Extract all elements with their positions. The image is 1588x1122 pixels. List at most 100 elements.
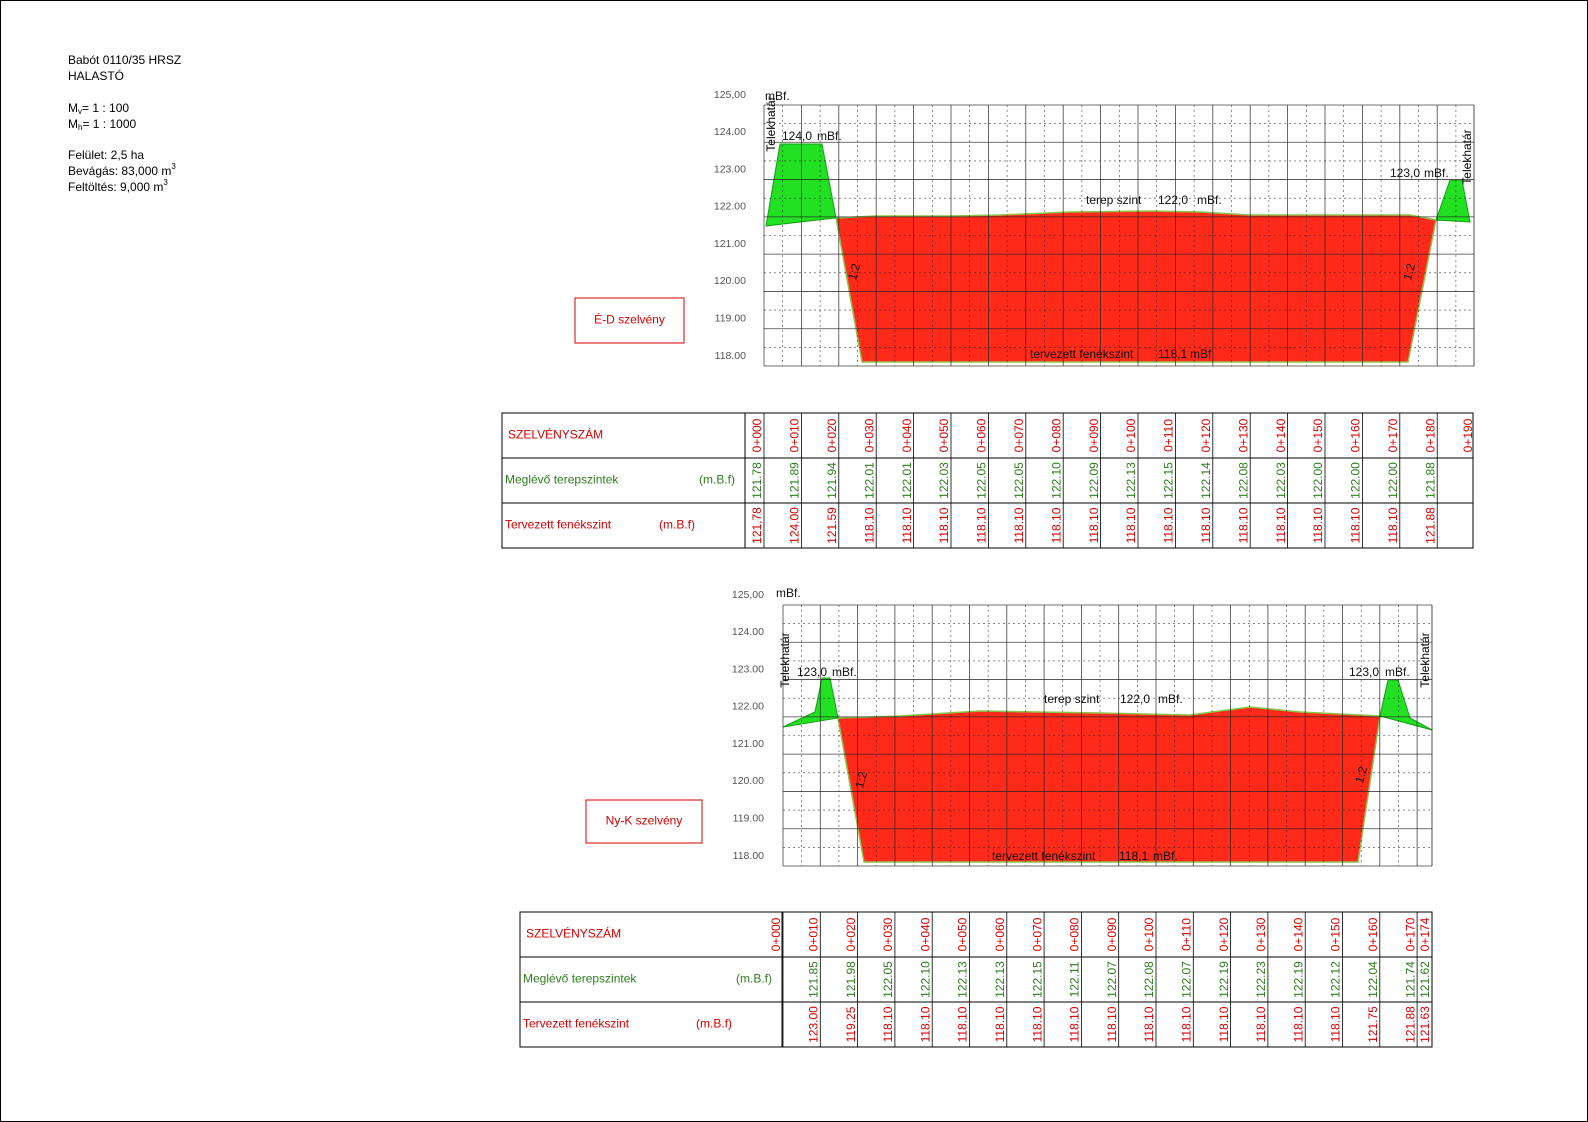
elevation-label: 123.00	[714, 163, 746, 175]
right-crest-level: 123,0	[1390, 166, 1420, 180]
row-unit: (m.B.f)	[659, 518, 695, 532]
table-cell: 122.14	[1199, 462, 1213, 499]
elevation-label: 118.00	[733, 850, 764, 862]
table-cell: 118.10	[993, 1006, 1007, 1042]
table-cell: 0+130	[1236, 418, 1250, 452]
table-cell: 0+010	[806, 917, 820, 951]
table-cell: 0+000	[769, 917, 783, 951]
vertical-scale: Mv= 1 : 100	[68, 101, 129, 116]
table-cell: 118.10	[1349, 507, 1363, 543]
cut-volume: Bevágás: 83,000 m3	[68, 162, 176, 178]
section-title-box	[574, 297, 685, 344]
elevation-unit: mBf.	[776, 586, 801, 600]
elevation-label: 123.00	[732, 663, 764, 675]
elevation-unit: mBf.	[765, 89, 790, 103]
table-cell: 0+130	[1254, 917, 1268, 951]
slope-label: 1:2	[1400, 262, 1418, 282]
table-cell: 0+174	[1418, 917, 1432, 951]
table-cell: 118.10	[1162, 507, 1176, 543]
table-cell: 118.10	[1179, 1006, 1193, 1042]
table-cell: 119.25	[844, 1006, 858, 1042]
table-cell: 0+090	[1087, 418, 1101, 452]
table-cell: 122.00	[1386, 462, 1400, 499]
table-cell: 0+060	[975, 418, 989, 452]
table-cell: 0+030	[881, 917, 895, 951]
table-cell: 0+120	[1199, 418, 1213, 452]
table-cell: 121.85	[806, 961, 820, 998]
table-cell: 121.78	[750, 462, 764, 499]
crest-unit: mBf.	[1385, 665, 1410, 679]
crest-unit: mBf.	[1424, 166, 1449, 180]
table-cell: 0+060	[993, 917, 1007, 951]
table-cell: 0+100	[1142, 917, 1156, 951]
elevation-label: 125,00	[714, 89, 746, 101]
table-cell: 0+160	[1349, 418, 1363, 452]
table-cell: 118.10	[937, 507, 951, 543]
table-cell: 0+150	[1311, 418, 1325, 452]
table-cell: 0+170	[1386, 418, 1400, 452]
table-cell: 122.19	[1291, 961, 1305, 998]
table-cell: 118.10	[1124, 507, 1138, 543]
table-cell: 118.10	[1217, 1006, 1231, 1042]
row-unit: (m.B.f)	[736, 972, 772, 986]
table-cell: 122.10	[1049, 462, 1063, 499]
table-cell: 118.10	[1236, 507, 1250, 543]
table-cell: 0+170	[1403, 917, 1417, 951]
section-title: É-D szelvény	[594, 312, 665, 327]
bottom-unit: mBf.	[1153, 849, 1178, 863]
row-header: Tervezett fenékszint	[505, 518, 612, 532]
section-title-box	[585, 799, 703, 844]
table-cell: 121.63	[1418, 1006, 1432, 1043]
table-cell: 118.10	[1199, 507, 1213, 543]
table-cell: 122.00	[1311, 462, 1325, 499]
table-cell: 0+140	[1274, 418, 1288, 452]
table-cell: 118.10	[900, 507, 914, 543]
row-unit: (m.B.f)	[696, 1017, 732, 1031]
table-cell: 0+020	[844, 917, 858, 951]
table-cell: 118.10	[1105, 1006, 1119, 1042]
table-cell: 118.10	[1311, 507, 1325, 543]
table-cell: 123.00	[806, 1006, 820, 1043]
cross-section: 125,00 124.00 123.00 122.00 121.00 120.00 119.…	[519, 586, 1433, 1048]
bottom-unit: mBf	[1190, 347, 1212, 361]
slope-label: 1:2	[852, 770, 870, 790]
boundary-label: Telekhatár	[778, 632, 792, 687]
table-cell: 122.07	[1179, 961, 1193, 998]
table-cell: 118.10	[1049, 507, 1063, 543]
table-cell: 124.00	[788, 507, 802, 544]
embankment	[782, 677, 839, 728]
bottom-label: tervezett fenékszint	[992, 849, 1096, 863]
table-cell: 0+140	[1291, 917, 1305, 951]
embankment	[1379, 679, 1433, 731]
table-cell: 118.10	[1386, 507, 1400, 543]
boundary-label: Telekhatár	[1418, 632, 1432, 687]
table-cell: 118.10	[1030, 1006, 1044, 1042]
place: Babót 0110/35 HRSZ	[68, 53, 181, 67]
table-cell: 0+160	[1366, 917, 1380, 951]
row-header: Meglévő terepszintek	[505, 473, 619, 487]
elevation-label: 124.00	[714, 126, 746, 138]
table-cell: 118.10	[1254, 1006, 1268, 1042]
terrain-label: terep szint	[1044, 692, 1100, 706]
table-cell: 0+180	[1423, 418, 1437, 452]
table-cell: 122.05	[881, 961, 895, 998]
table-border	[519, 911, 1433, 1048]
table-cell: 121.89	[788, 462, 802, 499]
terrain-label: terep szint	[1086, 193, 1142, 207]
elevation-label: 125,00	[732, 589, 764, 601]
row-header: SZELVÉNYSZÁM	[508, 427, 603, 442]
embankment	[1435, 179, 1471, 223]
table-cell: 0+080	[1049, 418, 1063, 452]
table-cell: 0+190	[1461, 418, 1475, 452]
table-cell: 122.12	[1329, 961, 1343, 998]
elevation-label: 121.00	[714, 238, 746, 250]
elevation-label: 122.00	[714, 201, 746, 213]
terrain-unit: mBf.	[1197, 193, 1222, 207]
elevation-label: 120.00	[714, 275, 746, 287]
elevation-label: 120.00	[732, 775, 764, 787]
table-cell: 118.10	[1142, 1006, 1156, 1042]
table-cell: 0+070	[1012, 418, 1026, 452]
table-cell: 121.88	[1423, 507, 1437, 544]
bottom-level: 118,1	[1158, 347, 1187, 361]
